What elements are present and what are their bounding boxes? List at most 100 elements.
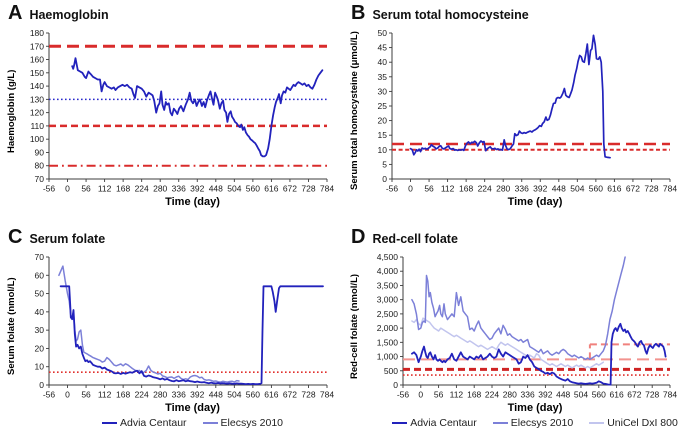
x-tick-label: 168 [116,390,130,400]
x-tick-label: 672 [626,184,640,194]
legend [347,209,685,225]
y-tick-label: 150 [30,68,44,78]
y-axis-label: Serum folate (nmol/L) [6,277,17,375]
x-tick-label: 224 [485,390,499,400]
legend: Advia Centaur Elecsys 2010 [4,415,343,431]
x-tick-label: 672 [283,184,297,194]
x-tick-label: 168 [467,390,481,400]
y-tick-label: 20 [378,116,388,126]
y-tick-label: 2,500 [377,309,399,319]
x-tick-label: 336 [172,390,186,400]
y-tick-label: 3,000 [377,295,399,305]
haemoglobin-series [71,57,324,158]
x-tick-label: 280 [496,184,510,194]
haemoglobin-chart: 70 80 90 100 110 120 130 140 150 160 170 180 -56 0 56 1… [30,28,335,194]
y-tick-label: 10 [35,362,45,372]
y-tick-label: 5 [382,159,387,169]
y-tick-label: 50 [35,289,45,299]
y-tick-label: 40 [35,307,45,317]
x-tick-label: 504 [227,390,241,400]
y-axis-label: Haemoglobin (g/L) [6,69,17,153]
elecsys-2010-series [411,256,627,361]
x-tick-label: 280 [153,184,167,194]
x-tick-label: 224 [478,184,492,194]
y-tick-label: 60 [35,270,45,280]
x-axis-label: Time (day) [507,196,563,208]
panel-red-cell-folate: D Red-cell folate Red-cell folate (nmol/… [343,224,685,447]
y-tick-label: 80 [35,161,45,171]
x-axis-label: Time (day) [165,196,220,208]
panel-header: B Serum total homocysteine [347,2,685,26]
y-tick-label: 35 [378,72,388,82]
advia-centaur-series [59,285,324,385]
legend-item-advia-centaur: Advia Centaur [392,417,477,429]
x-tick-label: 784 [320,390,334,400]
y-tick-label: 70 [35,174,45,184]
x-tick-label: 0 [418,390,423,400]
x-tick-label: 112 [98,390,112,400]
y-tick-label: 1,500 [377,337,399,347]
panel-title: Red-cell folate [372,232,458,246]
y-tick-label: 40 [378,57,388,67]
panel-letter: C [8,226,23,248]
x-tick-label: -56 [43,184,56,194]
x-tick-label: 560 [592,390,606,400]
x-tick-label: 728 [645,390,659,400]
y-tick-label: 170 [30,41,44,51]
legend-swatch [392,422,408,424]
x-tick-label: 448 [552,184,566,194]
x-tick-label: 112 [450,390,464,400]
panel-homocysteine: B Serum total homocysteine Serum total h… [343,0,685,224]
x-tick-label: 392 [190,184,204,194]
y-tick-label: 0 [393,380,398,390]
x-tick-label: 784 [663,390,677,400]
y-tick-label: 30 [35,325,45,335]
x-tick-label: 728 [301,390,315,400]
x-tick-label: 560 [589,184,603,194]
y-tick-label: 100 [30,134,44,144]
x-tick-label: 112 [98,184,112,194]
panel-title: Serum folate [29,232,106,246]
panel-title: Haemoglobin [29,8,109,22]
x-tick-label: 784 [663,184,677,194]
y-tick-label: 0 [382,174,387,184]
y-tick-label: 25 [378,101,388,111]
x-tick-label: -56 [386,184,399,194]
y-tick-label: 4,500 [377,252,399,262]
x-tick-label: 336 [521,390,535,400]
legend-swatch [102,422,117,424]
x-tick-label: 448 [209,390,223,400]
y-tick-label: 160 [30,55,44,65]
panel-letter: A [8,2,23,24]
x-tick-label: 0 [408,184,413,194]
elecsys-2010-series [58,265,240,383]
x-tick-label: 784 [320,184,334,194]
legend-label: Elecsys 2010 [220,417,283,429]
legend-swatch [589,422,605,424]
x-tick-label: 392 [538,390,552,400]
y-axis-label: Serum total homocysteine (μmol/L) [349,31,360,191]
x-tick-label: 56 [81,390,91,400]
serum-total-homocysteine-series [409,34,611,159]
x-tick-label: 672 [283,390,297,400]
x-tick-label: 56 [81,184,91,194]
x-axis-label: Time (day) [165,402,220,414]
y-tick-label: 500 [384,366,398,376]
y-tick-label: 20 [35,343,45,353]
x-tick-label: 224 [135,184,149,194]
y-tick-label: 10 [378,145,388,155]
y-tick-label: 4,000 [377,266,399,276]
legend-item-elecsys-2010: Elecsys 2010 [202,417,283,429]
x-tick-label: 616 [610,390,624,400]
x-tick-label: 448 [556,390,570,400]
panel-header: D Red-cell folate [347,226,685,250]
legend-item-elecsys-2010: Elecsys 2010 [492,417,573,429]
x-tick-label: 504 [574,390,588,400]
x-tick-label: 56 [424,184,434,194]
y-tick-label: 3,500 [377,280,399,290]
x-tick-label: 616 [264,390,278,400]
red-cell-folate-chart: 0 500 1,000 1,500 2,000 2,500 3,000 3,500 4,000 4… [377,252,678,400]
panel-haemoglobin: A Haemoglobin Haemoglobin (g/L) 70 80 90 10… [0,0,343,224]
